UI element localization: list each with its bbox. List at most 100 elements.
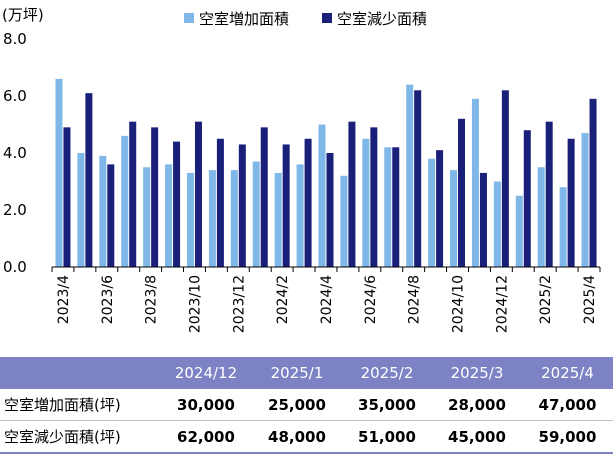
y-tick-label: 6.0	[3, 87, 27, 105]
bar-decrease-2024/2	[282, 144, 290, 267]
x-tick-label: 2024/2	[275, 275, 291, 324]
bar-increase-2023/6	[99, 155, 107, 267]
bar-decrease-2024/10	[458, 118, 466, 267]
bar-decrease-2025/2	[545, 121, 553, 268]
table-cell: 35,000	[342, 389, 432, 421]
bar-decrease-2024/5	[348, 121, 356, 268]
y-axis-unit-label: (万坪)	[2, 6, 44, 24]
bar-increase-2024/12	[493, 181, 501, 267]
x-tick-label: 2024/10	[451, 275, 467, 333]
x-tick-label: 2023/4	[56, 275, 72, 324]
x-tick-label: 2024/4	[319, 275, 335, 324]
bar-decrease-2023/12	[238, 144, 246, 267]
bars	[55, 78, 597, 268]
bar-decrease-2025/3	[567, 138, 575, 267]
table-row: 空室減少面積(坪) 62,000 48,000 51,000 45,000 59…	[0, 420, 613, 454]
bar-increase-2024/7	[384, 147, 392, 267]
bar-decrease-2025/4	[589, 98, 597, 267]
bar-decrease-2023/4	[63, 127, 71, 267]
bar-increase-2023/10	[186, 172, 194, 267]
bar-decrease-2024/7	[392, 147, 400, 267]
bar-increase-2024/1	[252, 161, 260, 267]
bar-increase-2024/2	[274, 172, 282, 267]
bar-decrease-2023/7	[129, 121, 137, 268]
bar-chart: (万坪) 空室増加面積 空室減少面積 0.0 2.0 4.0 6.0 8.0 2023/4…	[2, 6, 601, 333]
table-cell: 59,000	[522, 420, 613, 454]
bar-decrease-2024/11	[479, 172, 487, 267]
bar-decrease-2023/5	[85, 93, 93, 268]
bar-increase-2024/5	[340, 175, 348, 267]
bar-increase-2024/6	[362, 138, 370, 267]
table-header-cell: 2025/3	[432, 357, 522, 389]
y-tick-label: 0.0	[3, 258, 27, 276]
bar-decrease-2023/6	[107, 164, 115, 267]
table-header-cell: 2024/12	[160, 357, 252, 389]
bar-increase-2023/11	[208, 170, 216, 267]
bar-increase-2025/3	[559, 187, 567, 267]
legend-swatch	[184, 13, 194, 23]
data-table: 2024/12 2025/1 2025/2 2025/3 2025/4 空室増加…	[0, 357, 613, 454]
bar-decrease-2024/9	[436, 150, 444, 267]
bar-increase-2023/12	[230, 170, 238, 267]
bar-increase-2024/11	[471, 98, 479, 267]
bar-increase-2023/5	[77, 153, 85, 267]
x-axis: 2023/4 2023/6 2023/8 2023/10 2023/12 2024/2 20…	[51, 266, 601, 333]
x-tick-label: 2024/8	[407, 275, 423, 324]
x-tick-label: 2024/12	[494, 275, 510, 333]
table-row-label: 空室減少面積(坪)	[0, 420, 160, 454]
table-row: 空室増加面積(坪) 30,000 25,000 35,000 28,000 47…	[0, 389, 613, 421]
x-tick-label: 2023/10	[187, 275, 203, 333]
table-cell: 51,000	[342, 420, 432, 454]
bar-increase-2023/8	[143, 167, 151, 267]
legend-label: 空室増加面積	[199, 10, 289, 28]
table-header-cell	[0, 357, 160, 389]
bar-increase-2023/4	[55, 78, 63, 268]
bar-increase-2024/10	[450, 170, 458, 267]
table-header-cell: 2025/2	[342, 357, 432, 389]
table-cell: 62,000	[160, 420, 252, 454]
y-tick-label: 2.0	[3, 201, 27, 219]
bar-increase-2025/4	[581, 133, 589, 267]
bar-decrease-2023/9	[173, 141, 181, 267]
y-tick-label: 4.0	[3, 144, 27, 162]
x-tick-label: 2024/6	[363, 275, 379, 324]
x-tick-label: 2023/12	[231, 275, 247, 333]
bar-increase-2024/9	[428, 158, 436, 267]
legend-swatch	[322, 13, 332, 23]
bar-decrease-2024/8	[414, 90, 422, 267]
bar-increase-2023/9	[165, 164, 173, 267]
legend-label: 空室減少面積	[337, 10, 427, 28]
table-header-cell: 2025/4	[522, 357, 613, 389]
bar-decrease-2023/8	[151, 127, 159, 267]
bar-increase-2024/8	[406, 84, 414, 267]
bar-decrease-2024/1	[260, 127, 268, 267]
x-tick-label: 2025/4	[582, 275, 598, 324]
bar-decrease-2024/6	[370, 127, 378, 267]
table-row-label: 空室増加面積(坪)	[0, 389, 160, 421]
table-header-cell: 2025/1	[252, 357, 342, 389]
bar-decrease-2024/3	[304, 138, 312, 267]
x-tick-label: 2023/6	[100, 275, 116, 324]
bar-increase-2025/1	[515, 195, 523, 267]
y-tick-label: 8.0	[3, 30, 27, 48]
table-cell: 45,000	[432, 420, 522, 454]
bar-increase-2024/3	[296, 164, 304, 267]
bar-decrease-2025/1	[523, 130, 531, 267]
bar-increase-2025/2	[537, 167, 545, 267]
table-header-row: 2024/12 2025/1 2025/2 2025/3 2025/4	[0, 357, 613, 389]
table-cell: 30,000	[160, 389, 252, 421]
bar-increase-2023/7	[121, 135, 129, 267]
legend: 空室増加面積 空室減少面積	[184, 10, 427, 28]
table-cell: 47,000	[522, 389, 613, 421]
x-tick-label: 2023/8	[144, 275, 160, 324]
table-cell: 28,000	[432, 389, 522, 421]
bar-decrease-2023/11	[216, 138, 224, 267]
bar-increase-2024/4	[318, 124, 326, 267]
bar-decrease-2024/4	[326, 153, 334, 267]
table-cell: 25,000	[252, 389, 342, 421]
bar-decrease-2023/10	[194, 121, 202, 268]
y-axis: 0.0 2.0 4.0 6.0 8.0	[3, 30, 27, 276]
bar-decrease-2024/12	[501, 90, 509, 267]
x-tick-label: 2025/2	[538, 275, 554, 324]
table-cell: 48,000	[252, 420, 342, 454]
